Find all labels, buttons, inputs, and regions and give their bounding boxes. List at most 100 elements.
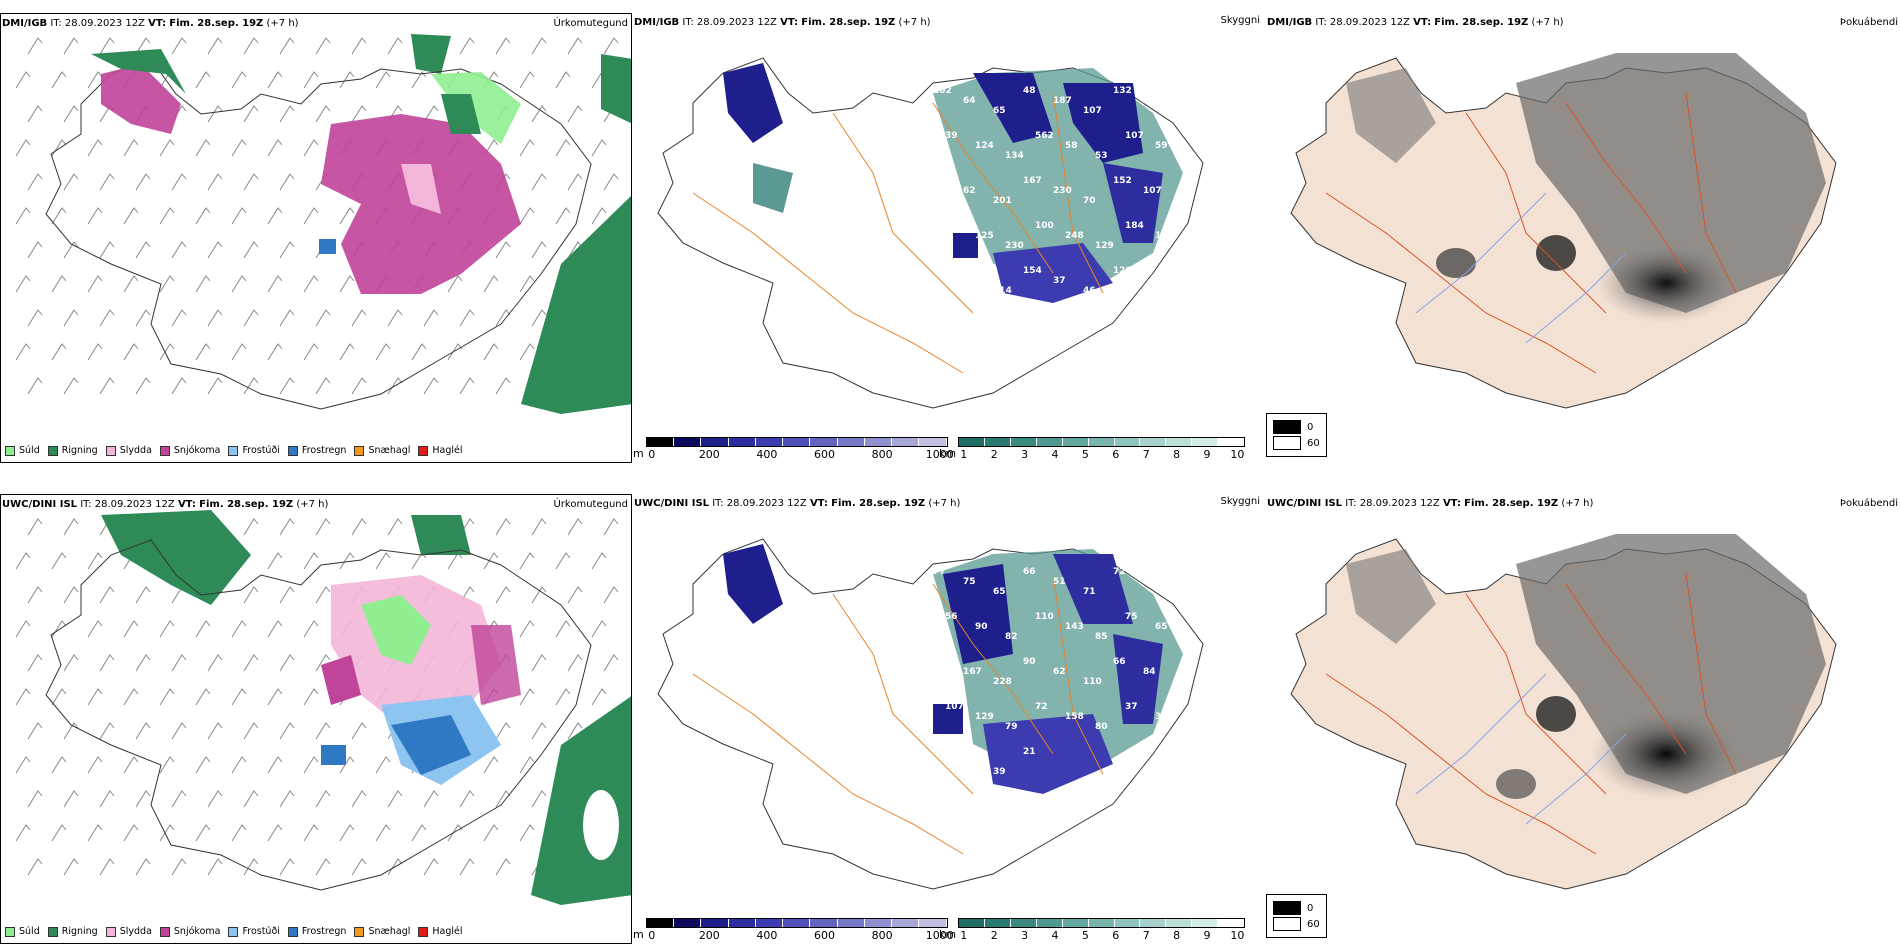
- wind-barb: [519, 275, 535, 293]
- wind-barb: [531, 790, 547, 808]
- wind-barb: [315, 377, 331, 395]
- colorbar-tick: 800: [871, 448, 893, 461]
- wind-barb: [531, 518, 547, 536]
- wind-barb: [63, 105, 79, 123]
- model-name: UWC/DINI ISL: [2, 499, 78, 510]
- colorbar-cell: [783, 438, 811, 446]
- legend-label: Slydda: [119, 926, 152, 937]
- wind-barb: [87, 620, 103, 638]
- colorbar-cell: [1036, 919, 1063, 927]
- wind-barb: [99, 309, 115, 327]
- cloud-base-label: 562: [1035, 131, 1054, 141]
- wind-barb: [159, 343, 175, 361]
- wind-barb: [99, 173, 115, 191]
- legend-item: Snæhagl: [354, 926, 410, 937]
- wind-barb: [87, 275, 103, 293]
- wind-barb: [231, 688, 247, 706]
- wind-barb: [279, 173, 295, 191]
- wind-barb: [123, 275, 139, 293]
- wind-barb: [195, 275, 211, 293]
- fog-area: [1516, 534, 1826, 794]
- vt-value: Fim. 28.sep. 19Z: [199, 499, 294, 510]
- legend-label: Rigning: [61, 445, 98, 456]
- wind-barb: [483, 824, 499, 842]
- wind-barb: [351, 518, 367, 536]
- wind-barb: [339, 756, 355, 774]
- wind-barb: [27, 37, 43, 55]
- wind-barb: [267, 275, 283, 293]
- vt-value: Fim. 28.sep. 19Z: [801, 17, 896, 28]
- fog-legend-value: 0: [1307, 421, 1314, 433]
- it-value: 28.09.2023 12Z: [696, 17, 777, 28]
- colorbar-cell: [673, 438, 702, 446]
- wind-barb: [99, 790, 115, 808]
- wind-barb: [27, 518, 43, 536]
- it-label: IT:: [80, 499, 92, 510]
- wind-barb: [567, 173, 583, 191]
- it-value: 28.09.2023 12Z: [1359, 498, 1440, 509]
- wind-barb: [315, 105, 331, 123]
- cloud-base-label: 187: [1053, 96, 1072, 106]
- wind-barb: [207, 241, 223, 259]
- wind-barb: [159, 756, 175, 774]
- colorbar-cell: [837, 919, 865, 927]
- rivers: [1415, 673, 1627, 825]
- wind-barb: [267, 552, 283, 570]
- colorbar-cell: [701, 438, 729, 446]
- cloud-base-label: 230: [1053, 186, 1072, 196]
- visibility-unit: km: [939, 447, 957, 460]
- colorbar-tick: 0: [648, 929, 656, 942]
- wind-barb: [339, 207, 355, 225]
- visibility-cells: [958, 437, 1246, 447]
- wind-barb: [231, 620, 247, 638]
- cloud-base-label: 65: [993, 106, 1006, 116]
- cloud-base-label: 132: [1113, 86, 1132, 96]
- wind-barb: [207, 173, 223, 191]
- wind-barb: [603, 586, 619, 604]
- wind-barb: [603, 37, 619, 55]
- legend-swatch: [354, 445, 365, 456]
- cloud-panel-1: DMI/IGB IT: 28.09.2023 12Z VT: Fim. 28.s…: [633, 13, 1265, 463]
- wind-barb: [339, 552, 355, 570]
- wind-barb: [15, 552, 31, 570]
- wind-barb: [15, 207, 31, 225]
- wind-barb: [519, 343, 535, 361]
- wind-barb: [207, 377, 223, 395]
- cloud-base-label: 72: [1035, 702, 1048, 712]
- wind-barb: [567, 586, 583, 604]
- wind-barb: [351, 722, 367, 740]
- wind-barb: [303, 688, 319, 706]
- legend-label: Snjókoma: [173, 445, 221, 456]
- wind-barb: [195, 756, 211, 774]
- visibility-colorbar: km 1 2 3 4 5 6 7 8 9 10: [939, 437, 1246, 461]
- legend-swatch: [354, 926, 365, 937]
- cloud-base-label: 59: [1155, 141, 1168, 151]
- wind-barb: [243, 37, 259, 55]
- cloud-base-label: 184: [1125, 221, 1144, 231]
- legend-label: Súld: [19, 445, 40, 456]
- wind-barb: [495, 722, 511, 740]
- colorbar-cell: [783, 919, 811, 927]
- cloud-base-label: 107: [1125, 131, 1144, 141]
- visibility-title: Skyggni: [1220, 15, 1260, 26]
- cloud-base-colorbar: m 0 200 400 600 800 1000: [633, 437, 954, 461]
- wind-barb: [207, 309, 223, 327]
- wind-barb: [495, 858, 511, 876]
- wind-barb: [87, 343, 103, 361]
- wind-barb: [27, 173, 43, 191]
- wind-barb: [555, 139, 571, 157]
- wind-barb: [387, 37, 403, 55]
- cloud-base-label: 38: [1155, 712, 1168, 722]
- wind-barb: [27, 722, 43, 740]
- colorbar-cell: [837, 438, 865, 446]
- wind-barb: [519, 552, 535, 570]
- wind-barb: [135, 654, 151, 672]
- wind-barb: [135, 241, 151, 259]
- wind-barb: [303, 71, 319, 89]
- wind-barb: [123, 139, 139, 157]
- wind-barb: [135, 586, 151, 604]
- cloud-base-labels: 77 75 65 66 51 71 72 70 56 90 82 110 143 85 75 65 76 167 2…: [933, 567, 1168, 777]
- wind-barb: [315, 518, 331, 536]
- wind-barb: [207, 722, 223, 740]
- wind-barb: [171, 790, 187, 808]
